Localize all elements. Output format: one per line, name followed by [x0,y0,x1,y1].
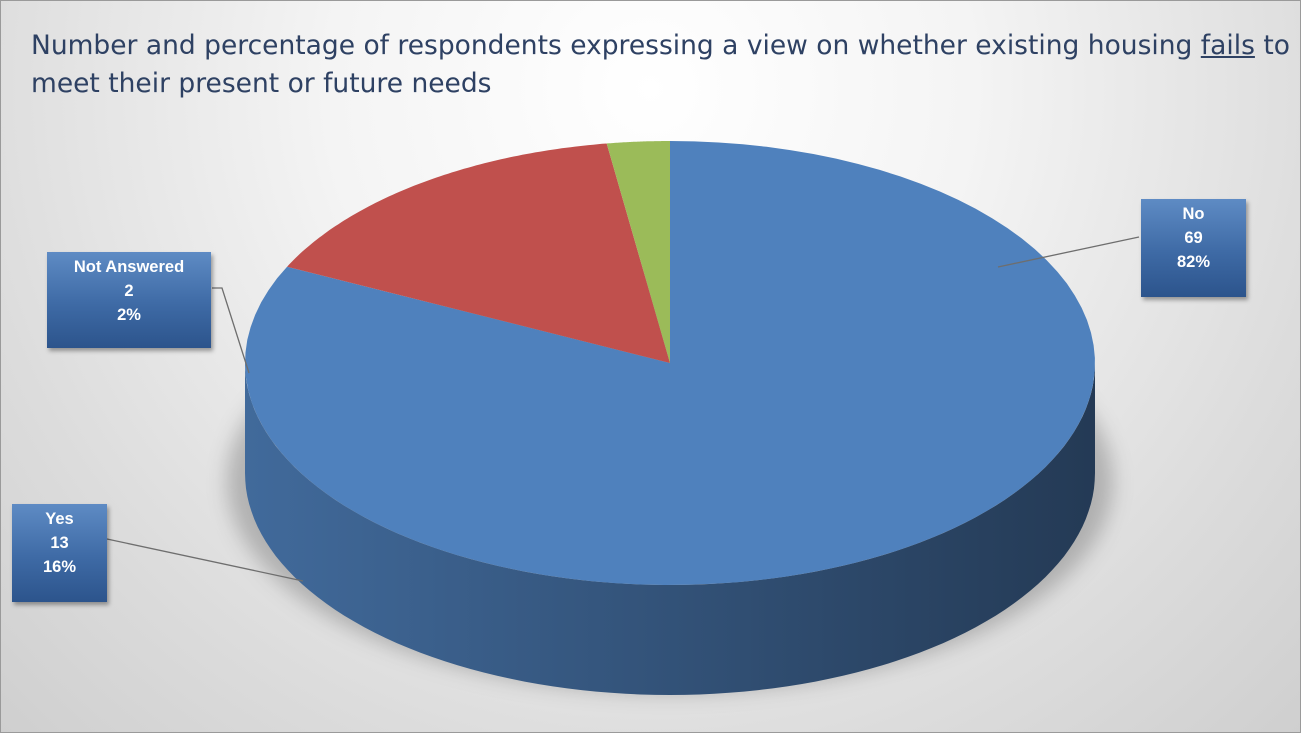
pie-slice-no [245,141,1095,585]
data-label-not-answered-category: Not Answered [73,258,185,276]
leader-line-yes [106,538,304,582]
data-label-no-category: No [1182,205,1205,223]
data-label-no-percent: 82% [1176,253,1211,271]
pie-side-no [245,363,1095,695]
data-label-yes-value: 13 [50,534,69,552]
leader-line-not-answered [212,287,250,374]
pie-slice-not-answered [606,141,670,363]
data-label-not-answered-percent: 2% [117,306,141,324]
leader-line-no [997,236,1140,268]
data-label-yes-percent: 16% [42,558,77,576]
data-label-not-answered: Not Answered 2 2% [47,252,211,348]
pie-slice-yes [287,143,670,363]
data-label-yes-category: Yes [45,510,74,528]
data-label-yes: Yes 13 16% [12,504,107,602]
data-label-no-value: 69 [1184,229,1203,247]
data-label-not-answered-value: 2 [124,282,134,300]
data-label-no: No 69 82% [1141,199,1246,297]
chart-title: Number and percentage of respondents exp… [31,30,1290,100]
